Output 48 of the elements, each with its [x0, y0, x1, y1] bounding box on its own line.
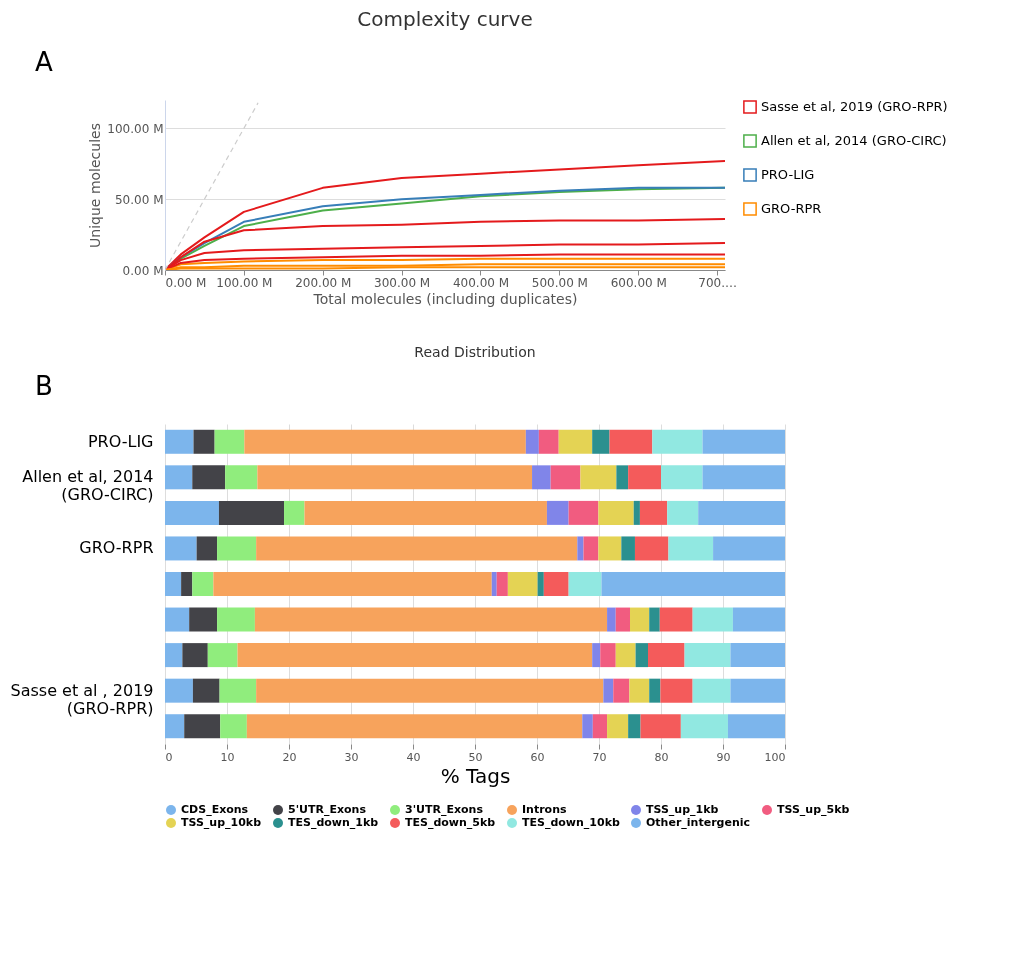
x-tick-label: 0.00 M: [165, 275, 207, 290]
legend-label: TSS_up_5kb: [777, 803, 850, 816]
text: B: [35, 371, 53, 401]
x-tick-label: 60: [530, 750, 545, 764]
x-axis-title: % Tags: [440, 763, 511, 788]
x-tick-label: 500.00 M: [531, 275, 588, 290]
legend-label: TES_down_1kb: [288, 816, 379, 829]
x-tick-label: 300.00 M: [374, 275, 431, 290]
y-axis-title: Unique molecules: [87, 123, 104, 248]
y-tick-label: PRO-LIG: [87, 431, 154, 451]
legend-label: TSS_up_1kb: [646, 803, 719, 816]
y-tick-label: Allen et al, 2014 (GRO-CIRC): [22, 467, 154, 505]
x-tick-label: 70: [592, 750, 607, 764]
chart-title: Complexity curve: [357, 7, 533, 31]
x-tick-label: 100.00 M: [216, 275, 273, 290]
y-tick-label: 100.00 M: [107, 121, 164, 136]
x-tick-label: 200.00 M: [295, 275, 352, 290]
legend-label: 5'UTR_Exons: [288, 803, 367, 816]
text: A: [35, 47, 53, 77]
x-tick-label: 90: [716, 750, 731, 764]
legend-label: TES_down_5kb: [405, 816, 496, 829]
y-tick-label: 50.00 M: [114, 192, 164, 207]
x-tick-label: 600.00 M: [610, 275, 667, 290]
legend-label: TSS_up_10kb: [181, 816, 262, 829]
x-tick-label: 400.00 M: [452, 275, 510, 290]
legend-label: TES_down_10kb: [522, 816, 620, 829]
y-tick-label: Sasse et al , 2019 (GRO-RPR): [10, 680, 154, 718]
legend-label: PRO-LIG: [761, 167, 815, 182]
legend-label: Allen et al, 2014 (GRO-CIRC): [761, 133, 947, 148]
x-tick-label: 80: [654, 750, 669, 764]
x-tick-label: 40: [406, 750, 421, 764]
x-tick-label: 0: [165, 750, 173, 764]
y-tick-label: GRO-RPR: [79, 538, 154, 558]
x-tick-label: 20: [282, 750, 297, 764]
legend-label: 3'UTR_Exons: [405, 803, 484, 816]
chart-title: Read Distribution: [414, 344, 536, 360]
x-tick-label: 100: [764, 750, 786, 764]
y-tick-label: 0.00 M: [122, 263, 164, 278]
legend-label: CDS_Exons: [181, 803, 249, 816]
x-tick-label: 700.…: [698, 275, 737, 290]
legend-label: GRO-RPR: [761, 201, 822, 216]
x-tick-label: 10: [220, 750, 235, 764]
legend-label: Introns: [522, 803, 567, 816]
legend-label: Sasse et al, 2019 (GRO-RPR): [761, 99, 948, 114]
legend-label: Other_intergenic: [646, 816, 751, 829]
x-tick-label: 50: [468, 750, 483, 764]
x-axis-title: Total molecules (including duplicates): [312, 290, 578, 307]
x-tick-label: 30: [344, 750, 359, 764]
